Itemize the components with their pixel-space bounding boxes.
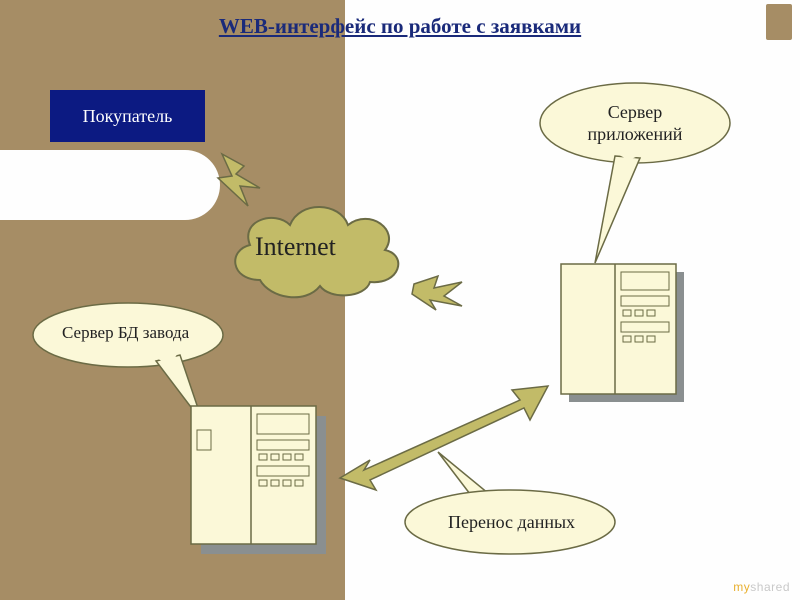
watermark: myshared: [733, 580, 790, 594]
lightning-icon: [410, 270, 470, 316]
callout-text: Сервер: [608, 102, 663, 122]
callout-transfer-label: Перенос данных: [448, 512, 575, 533]
server-icon: [555, 258, 690, 408]
page-title: WEB-интерфейс по работе с заявками: [0, 14, 800, 39]
logo-icon: [766, 4, 792, 40]
svg-text:приложений: приложений: [588, 124, 683, 144]
buyer-label: Покупатель: [83, 106, 173, 127]
callout-transfer: [390, 448, 630, 568]
server-icon: [185, 400, 335, 560]
cloud-label: Internet: [255, 232, 336, 262]
callout-app-server: Сервер приложений: [525, 78, 745, 268]
background-cutout: [0, 150, 220, 220]
buyer-box: Покупатель: [50, 90, 205, 142]
callout-db-label: Сервер БД завода: [62, 323, 189, 343]
